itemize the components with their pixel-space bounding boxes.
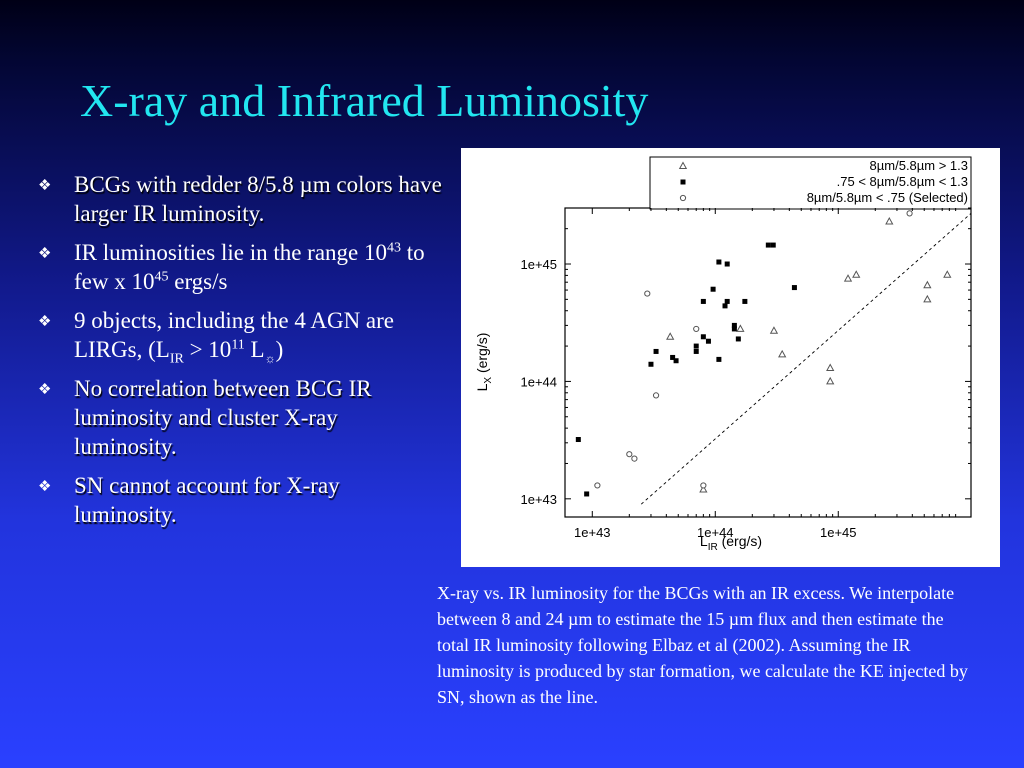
legend: 8µm/5.8µm > 1.3.75 < 8µm/5.8µm < 1.38µm/… (678, 158, 968, 205)
square-point (700, 298, 706, 304)
bullet-item: ❖ 9 objects, including the 4 AGN are LIR… (36, 306, 446, 367)
square-point (653, 348, 659, 354)
diamond-bullet-icon: ❖ (38, 178, 52, 194)
bullet-text: IR luminosities lie in the range 1043 to… (74, 240, 425, 294)
triangle-point (736, 324, 745, 332)
legend-box (649, 156, 972, 210)
x-tick-label: 1e+44 (697, 525, 734, 540)
triangle-point (666, 332, 675, 340)
series-triangle (666, 217, 952, 493)
square-point (584, 491, 590, 497)
triangle-point (943, 270, 952, 278)
square-point (716, 259, 722, 265)
bullet-list: ❖ BCGs with redder 8/5.8 µm colors have … (36, 170, 446, 539)
circle-point (644, 290, 651, 297)
square-point (700, 334, 706, 340)
triangle-point (778, 349, 787, 358)
bullet-item: ❖ SN cannot account for X-ray luminosity… (36, 471, 446, 529)
square-point (724, 298, 730, 304)
square-point (791, 285, 797, 291)
square-point (731, 322, 737, 328)
square-point (770, 242, 776, 248)
legend-entry-label: 8µm/5.8µm < .75 (Selected) (807, 190, 968, 205)
sun-symbol-icon: ☼ (264, 351, 276, 366)
triangle-point (852, 270, 861, 278)
square-point (742, 298, 748, 304)
legend-circle-marker (679, 194, 687, 202)
legend-triangle-marker (678, 161, 688, 169)
circle-point (594, 482, 601, 489)
triangle-point (885, 217, 894, 225)
diamond-bullet-icon: ❖ (38, 382, 52, 398)
square-point (648, 361, 654, 367)
triangle-point (826, 363, 835, 372)
y-tick-label: 1e+45 (520, 257, 557, 272)
bullet-text: 9 objects, including the 4 AGN are LIRGs… (74, 308, 395, 367)
triangle-point (923, 280, 932, 289)
bullet-item: ❖ BCGs with redder 8/5.8 µm colors have … (36, 170, 446, 228)
legend-entry-label: .75 < 8µm/5.8µm < 1.3 (837, 174, 968, 189)
circle-point (700, 482, 707, 489)
legend-square-marker (680, 179, 686, 185)
triangle-point (923, 294, 932, 303)
x-tick-label: 1e+43 (574, 525, 611, 540)
circle-point (906, 210, 913, 217)
slide-title: X-ray and Infrared Luminosity (80, 75, 649, 126)
circle-point (652, 392, 660, 399)
square-point (765, 242, 771, 248)
axis-ticks: 1e+43 1e+44 1e+45 1e+43 1e+44 1e+45 (520, 207, 971, 540)
scatter-plot-figure: 8µm/5.8µm > 1.3.75 < 8µm/5.8µm < 1.3 8µm/… (461, 148, 1000, 567)
triangle-point (826, 376, 835, 385)
figure-caption: X-ray vs. IR luminosity for the BCGs wit… (437, 583, 968, 707)
sn-energy-line (640, 213, 972, 505)
bullet-item: ❖ IR luminosities lie in the range 1043 … (36, 238, 446, 296)
data-points (575, 210, 972, 505)
square-point (673, 358, 679, 364)
square-point (670, 354, 676, 360)
square-point (716, 356, 722, 362)
y-tick-label: 1e+43 (520, 492, 557, 507)
triangle-point (769, 326, 779, 334)
x-tick-label: 1e+45 (820, 525, 857, 540)
triangle-point (699, 484, 708, 493)
square-point (731, 326, 737, 332)
bullet-text: SN cannot account for X-ray luminosity. (74, 473, 340, 527)
scatter-plot: 8µm/5.8µm > 1.3.75 < 8µm/5.8µm < 1.38µm/… (474, 156, 972, 553)
series-square (575, 242, 797, 497)
square-point (575, 437, 581, 443)
circle-point (693, 325, 700, 333)
square-point (693, 343, 699, 349)
square-point (735, 336, 741, 342)
legend-entry-label: 8µm/5.8µm > 1.3 (870, 158, 968, 173)
circle-point (631, 455, 638, 462)
square-point (724, 261, 730, 267)
x-axis-label: LIR (erg/s) (700, 533, 762, 553)
square-point (710, 286, 716, 292)
y-axis-label: LX (erg/s) (474, 333, 494, 392)
square-point (693, 348, 699, 354)
square-point (722, 303, 728, 309)
bullet-text: BCGs with redder 8/5.8 µm colors have la… (74, 172, 442, 226)
bullet-item: ❖ No correlation between BCG IR luminosi… (36, 374, 446, 461)
circle-point (626, 451, 633, 458)
diamond-bullet-icon: ❖ (38, 479, 52, 495)
diamond-bullet-icon: ❖ (38, 314, 52, 330)
diamond-bullet-icon: ❖ (38, 246, 52, 262)
triangle-point (843, 274, 853, 282)
plot-area-frame (564, 207, 972, 518)
y-tick-label: 1e+44 (520, 374, 557, 389)
bullet-text: No correlation between BCG IR luminosity… (74, 376, 372, 459)
square-point (705, 338, 711, 344)
series-circle (594, 210, 913, 489)
